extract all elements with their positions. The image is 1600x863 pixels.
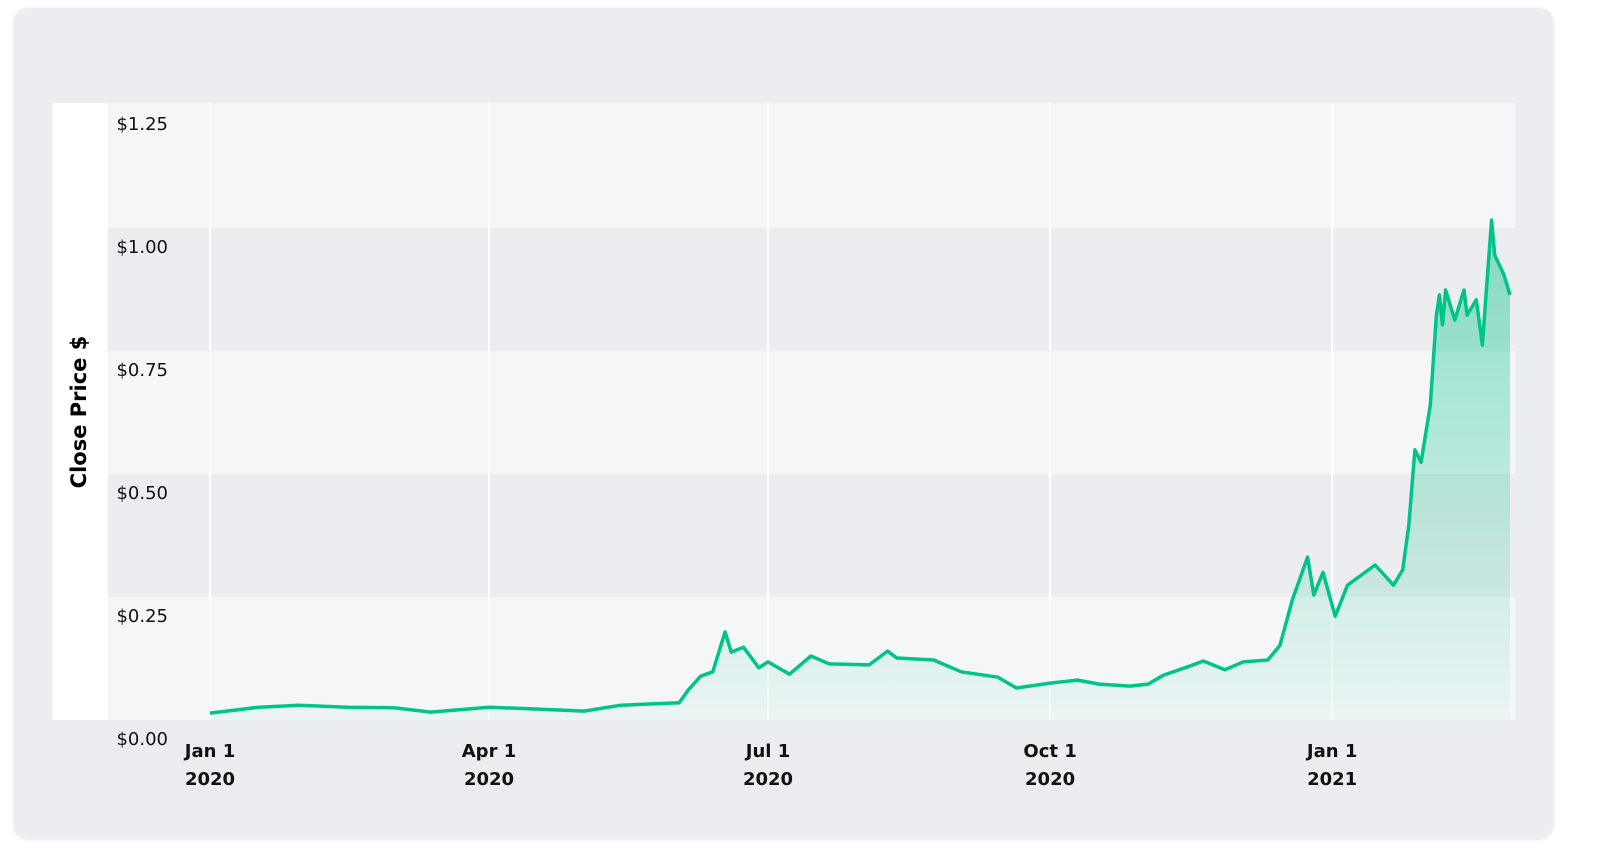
x-tick-label: Jul 1 — [744, 741, 790, 762]
x-tick-label: Jan 1 — [1305, 741, 1357, 762]
y-tick-label: $0.25 — [116, 606, 168, 627]
x-tick-label: Apr 1 — [462, 741, 516, 762]
grid-band — [108, 351, 1515, 474]
x-tick-label: Jan 1 — [183, 741, 235, 762]
price-area — [210, 220, 1510, 720]
x-tick-label: Oct 1 — [1023, 741, 1076, 762]
price-line — [209, 218, 1512, 715]
x-tick-year: 2021 — [1307, 769, 1357, 790]
x-tick-year: 2020 — [464, 769, 514, 790]
grid-band — [108, 474, 1515, 597]
x-tick-year: 2020 — [1025, 769, 1075, 790]
y-tick-label: $1.25 — [116, 114, 168, 135]
x-tick-year: 2020 — [743, 769, 793, 790]
x-tick-year: 2020 — [185, 769, 235, 790]
y-tick-label: $0.75 — [116, 360, 168, 381]
grid-band — [108, 103, 1515, 228]
y-tick-label: $1.00 — [116, 237, 168, 258]
y-tick-label: $0.50 — [116, 483, 168, 504]
y-axis-label: Close Price $ — [67, 336, 91, 489]
y-tick-label: $0.00 — [116, 729, 168, 750]
grid-band — [108, 228, 1515, 351]
